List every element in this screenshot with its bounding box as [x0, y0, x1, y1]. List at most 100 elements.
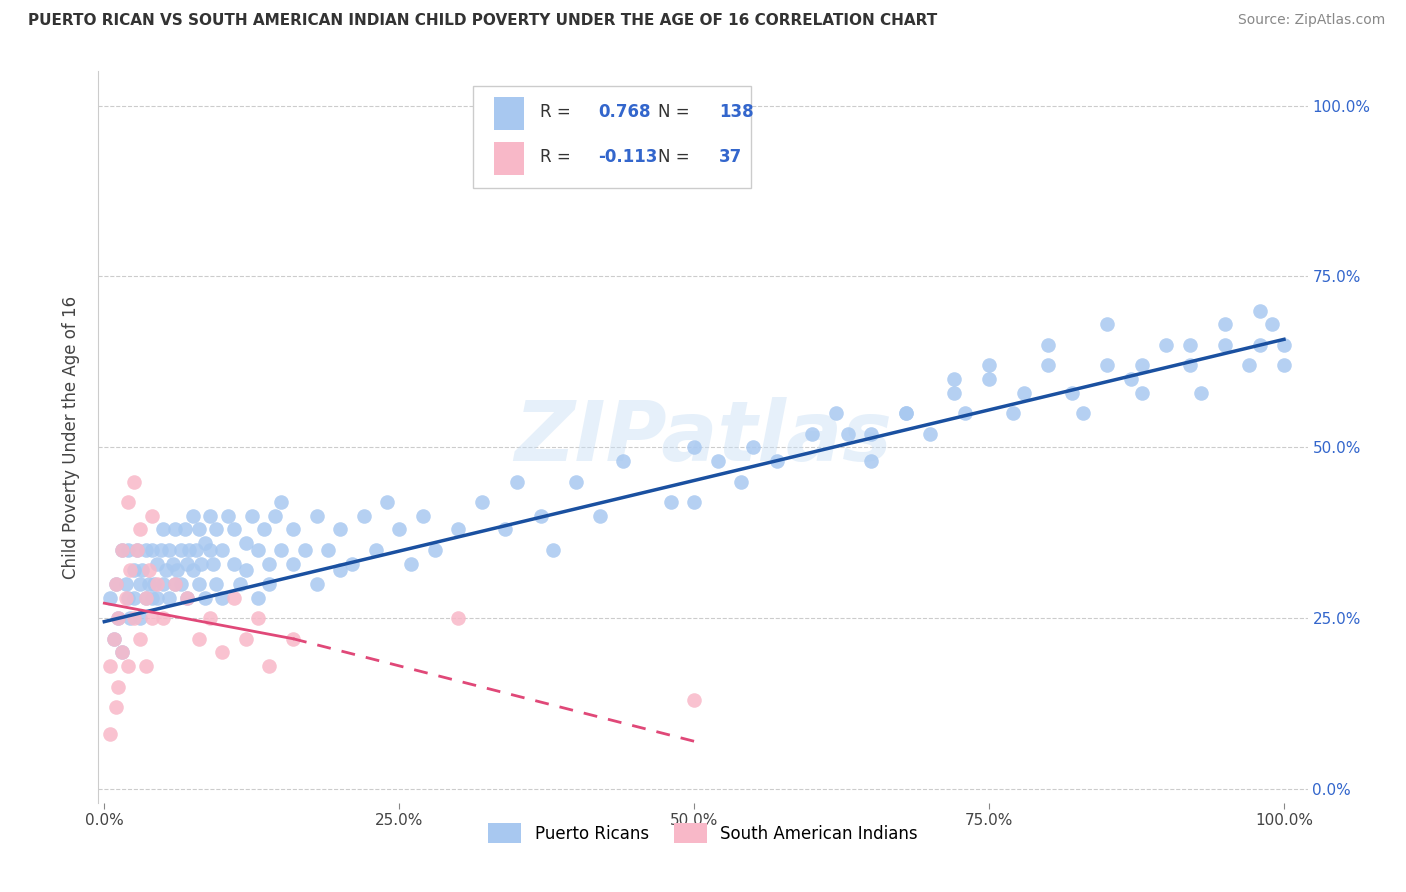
- Point: [1001, 406, 1024, 420]
- Text: 0.768: 0.768: [598, 103, 651, 120]
- Legend: Puerto Ricans, South American Indians: Puerto Ricans, South American Indians: [481, 817, 925, 849]
- Point: [165, 577, 187, 591]
- Point: [1249, 338, 1271, 352]
- Point: [942, 372, 965, 386]
- Point: [131, 563, 153, 577]
- Point: [730, 475, 752, 489]
- Point: [1189, 385, 1212, 400]
- Point: [107, 611, 129, 625]
- Point: [294, 542, 316, 557]
- Point: [1036, 338, 1059, 352]
- Point: [117, 542, 139, 557]
- Point: [146, 591, 169, 605]
- Point: [860, 454, 883, 468]
- Point: [114, 577, 136, 591]
- Point: [329, 563, 352, 577]
- Text: -0.113: -0.113: [598, 148, 657, 166]
- Point: [530, 508, 553, 523]
- Point: [128, 632, 150, 646]
- Point: [157, 591, 180, 605]
- Point: [135, 659, 157, 673]
- Point: [364, 542, 387, 557]
- Point: [1272, 359, 1295, 373]
- Point: [1213, 318, 1236, 332]
- Point: [152, 611, 174, 625]
- Point: [1095, 318, 1118, 332]
- Point: [683, 693, 706, 707]
- Point: [122, 475, 145, 489]
- Point: [166, 563, 188, 577]
- Point: [1060, 385, 1083, 400]
- Point: [1073, 406, 1095, 420]
- Point: [706, 454, 728, 468]
- Point: [612, 454, 634, 468]
- Point: [211, 542, 233, 557]
- Bar: [494, 143, 524, 175]
- Point: [157, 542, 180, 557]
- Point: [176, 591, 198, 605]
- Point: [235, 632, 257, 646]
- Point: [1272, 338, 1295, 352]
- Point: [235, 536, 257, 550]
- Point: [240, 508, 263, 523]
- Point: [942, 385, 965, 400]
- Point: [340, 557, 363, 571]
- Point: [329, 522, 352, 536]
- Point: [176, 557, 198, 571]
- Point: [190, 557, 212, 571]
- Point: [200, 542, 222, 557]
- Point: [187, 522, 209, 536]
- Point: [170, 542, 193, 557]
- Point: [122, 611, 145, 625]
- Point: [270, 542, 292, 557]
- Point: [200, 508, 222, 523]
- Point: [1119, 372, 1142, 386]
- Point: [217, 508, 239, 523]
- Point: [541, 542, 564, 557]
- Point: [103, 632, 125, 646]
- Point: [120, 611, 142, 625]
- Point: [1036, 359, 1059, 373]
- Point: [860, 426, 883, 441]
- Point: [229, 577, 252, 591]
- Point: [1213, 338, 1236, 352]
- Point: [494, 522, 516, 536]
- Point: [111, 645, 134, 659]
- Point: [377, 495, 399, 509]
- Point: [388, 522, 411, 536]
- Point: [1132, 385, 1154, 400]
- Point: [107, 680, 129, 694]
- Point: [205, 522, 228, 536]
- Point: [399, 557, 422, 571]
- Point: [318, 542, 340, 557]
- Point: [138, 563, 160, 577]
- Point: [142, 577, 165, 591]
- Point: [471, 495, 494, 509]
- Point: [165, 577, 187, 591]
- Point: [141, 611, 163, 625]
- Text: R =: R =: [540, 103, 576, 120]
- Point: [977, 372, 1000, 386]
- Bar: [494, 97, 524, 130]
- Point: [659, 495, 682, 509]
- Point: [259, 557, 281, 571]
- Point: [146, 557, 169, 571]
- Point: [353, 508, 375, 523]
- Point: [281, 632, 304, 646]
- Point: [683, 495, 706, 509]
- Point: [506, 475, 529, 489]
- Text: 37: 37: [718, 148, 742, 166]
- Point: [742, 440, 765, 454]
- Point: [977, 359, 1000, 373]
- Point: [187, 632, 209, 646]
- Point: [141, 591, 163, 605]
- Point: [117, 495, 139, 509]
- Point: [117, 659, 139, 673]
- Point: [1154, 338, 1177, 352]
- Point: [222, 522, 245, 536]
- Point: [111, 542, 134, 557]
- Point: [423, 542, 446, 557]
- Point: [1178, 359, 1201, 373]
- Point: [447, 522, 470, 536]
- Text: N =: N =: [658, 148, 695, 166]
